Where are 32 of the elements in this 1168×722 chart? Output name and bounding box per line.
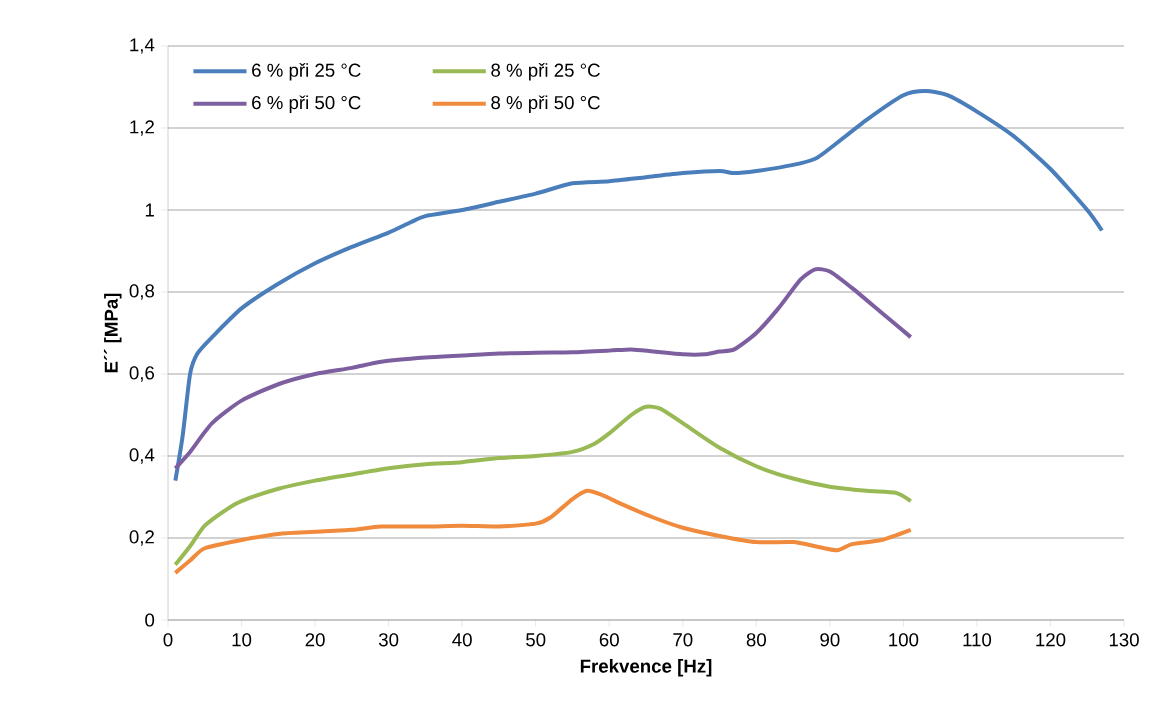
y-axis-title: E´´ [MPa] (103, 293, 122, 373)
x-tick-label: 120 (1036, 633, 1066, 647)
x-tick-label: 100 (889, 633, 919, 647)
x-tick-label: 40 (452, 633, 472, 647)
x-tick-label: 50 (526, 633, 546, 647)
x-tick-label: 80 (746, 633, 766, 647)
y-tick-label: 0,8 (129, 284, 155, 300)
y-tick-label: 0,6 (129, 366, 155, 382)
line-series (173, 89, 1104, 483)
line-series (173, 267, 913, 471)
x-tick-label: 20 (305, 633, 325, 647)
y-tick-label: 0 (145, 613, 155, 627)
x-tick-label: 0 (163, 633, 173, 647)
legend-label: 6 % při 25 °C (252, 63, 361, 81)
legend-label: 8 % při 50 °C (491, 95, 600, 113)
legend-label: 8 % při 25 °C (491, 63, 600, 81)
x-tick-label: 10 (232, 633, 252, 647)
legend-label: 6 % při 50 °C (252, 95, 361, 113)
y-tick-label: 1,2 (130, 120, 154, 136)
line-series (173, 404, 913, 567)
x-tick-label: 60 (599, 633, 619, 647)
x-tick-label: 90 (820, 633, 840, 647)
x-tick-label: 70 (673, 633, 693, 647)
x-axis-title: Frekvence [Hz] (580, 659, 712, 677)
x-tick-label: 110 (963, 633, 992, 647)
x-tick-label: 30 (378, 633, 399, 647)
y-tick-label: 1,4 (130, 38, 155, 54)
line-series (173, 488, 913, 575)
x-tick-label: 130 (1109, 633, 1139, 647)
y-tick-label: 0,2 (129, 530, 154, 546)
y-tick-label: 0,4 (129, 448, 155, 464)
y-tick-label: 1 (145, 203, 154, 217)
